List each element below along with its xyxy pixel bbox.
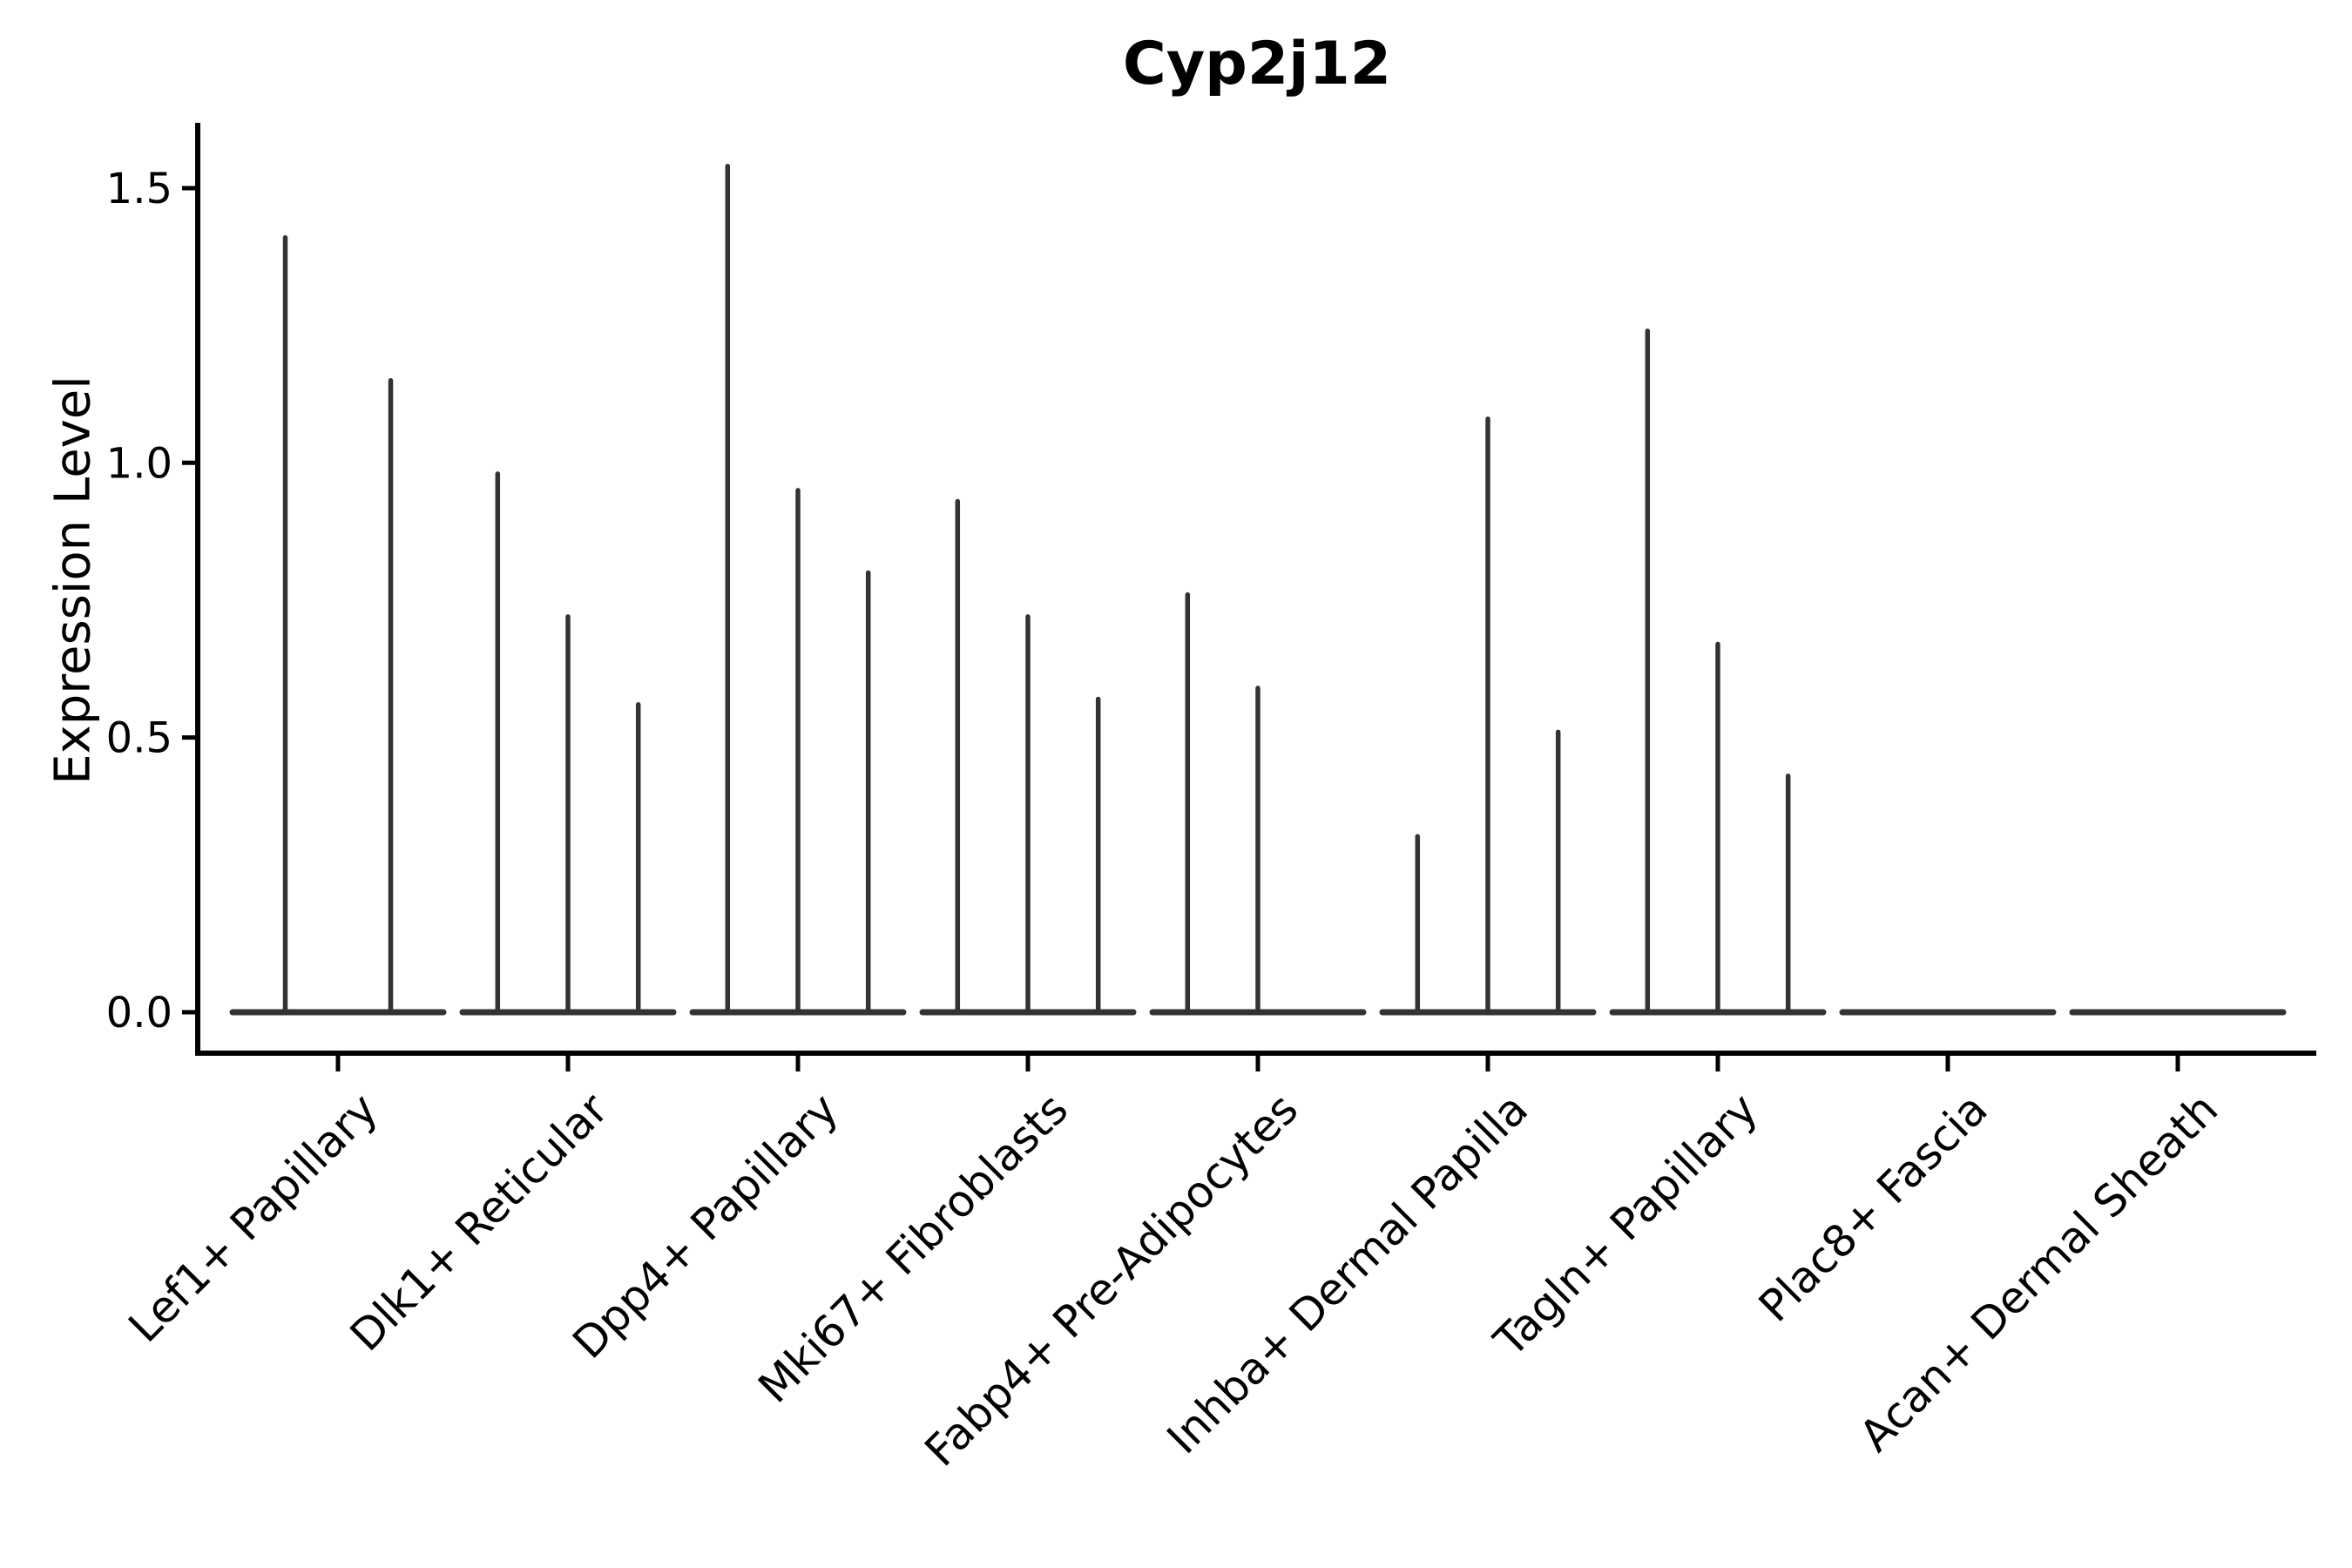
y-tick-label: 0.0 bbox=[106, 989, 172, 1037]
y-axis-label: Expression Level bbox=[44, 375, 102, 785]
chart-title: Cyp2j12 bbox=[1122, 30, 1392, 98]
y-tick-label: 1.0 bbox=[106, 439, 172, 488]
y-tick-label: 0.5 bbox=[106, 714, 172, 763]
y-tick-label: 1.5 bbox=[106, 165, 172, 213]
